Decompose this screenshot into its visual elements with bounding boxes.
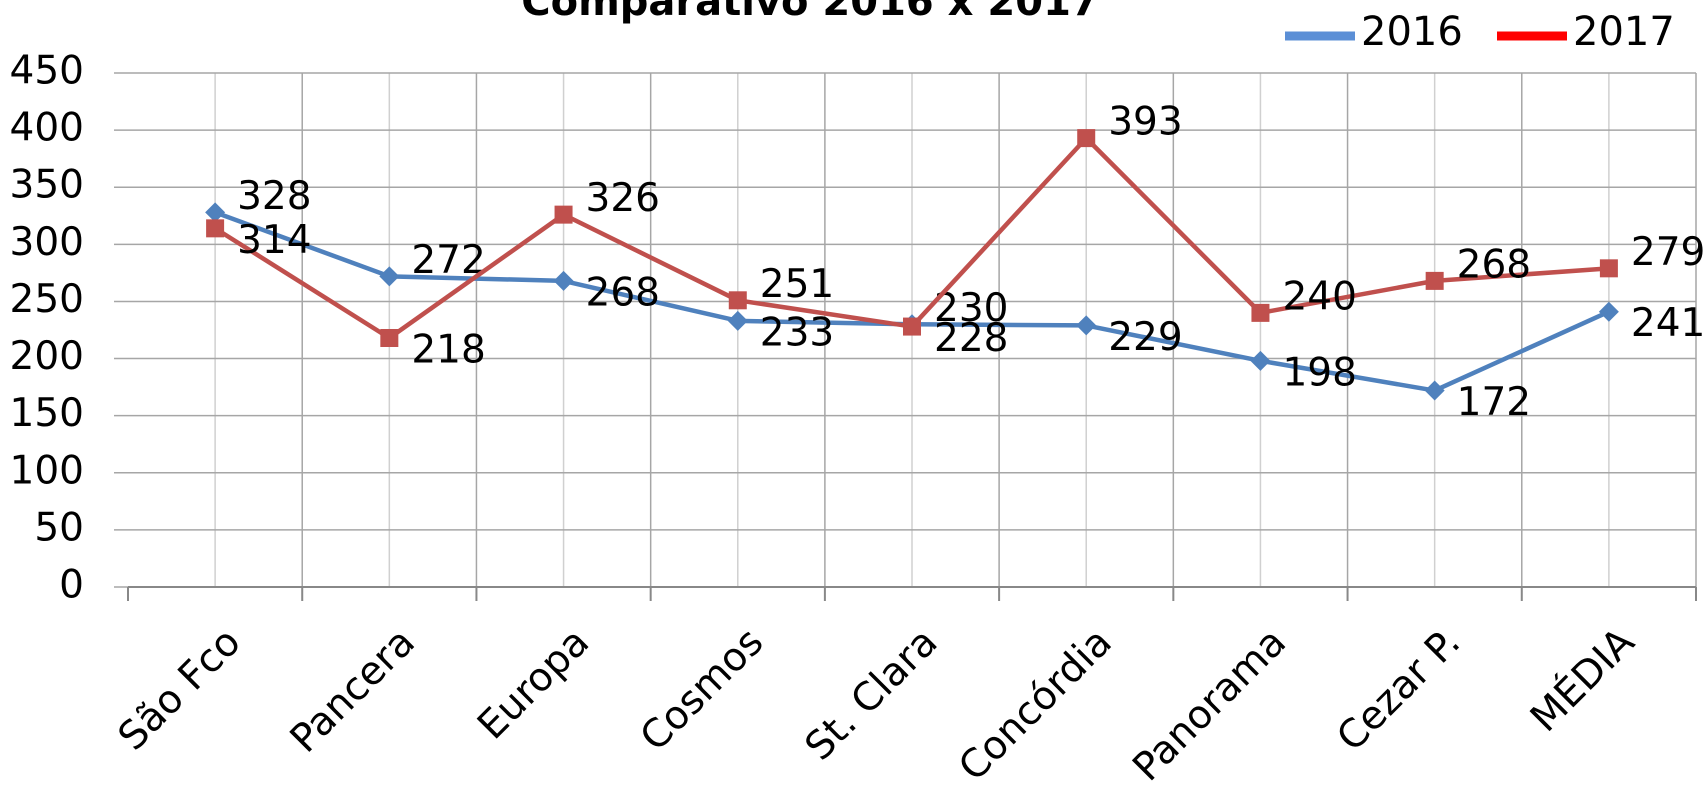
y-tick-label: 150 [10, 391, 84, 436]
data-label: 279 [1631, 230, 1705, 275]
data-label: 228 [934, 316, 1008, 361]
marker [903, 317, 921, 336]
data-label: 198 [1282, 350, 1356, 395]
x-tick-label: São Fco [110, 620, 250, 760]
marker [1251, 303, 1270, 322]
x-tick-label: Concórdia [950, 620, 1120, 789]
marker [554, 205, 573, 224]
marker [1425, 271, 1444, 290]
marker [1077, 129, 1096, 148]
chart-title: Comparativo 2016 x 2017 [521, 0, 1098, 25]
marker [206, 219, 225, 238]
marker [553, 270, 574, 291]
y-tick-label: 350 [10, 163, 84, 208]
data-label: 268 [586, 270, 660, 315]
marker [380, 328, 399, 347]
data-label: 240 [1282, 274, 1356, 319]
legend-label: 2017 [1573, 9, 1675, 55]
y-tick-label: 200 [10, 334, 84, 379]
y-tick-label: 400 [10, 106, 84, 151]
data-label: 326 [586, 176, 660, 221]
marker [1076, 315, 1097, 336]
marker [1250, 350, 1271, 371]
data-label: 393 [1108, 100, 1182, 145]
marker [727, 310, 748, 331]
data-label: 172 [1457, 380, 1531, 425]
data-label: 230 [934, 286, 1008, 331]
marker [1599, 259, 1618, 278]
y-tick-label: 250 [10, 277, 84, 322]
marker [1598, 301, 1619, 322]
data-label: 218 [411, 327, 485, 372]
legend-label: 2016 [1361, 9, 1463, 55]
data-label: 229 [1108, 315, 1182, 360]
x-tick-label: MÉDIA [1521, 618, 1644, 741]
x-tick-label: Europa [469, 620, 598, 749]
marker [205, 202, 226, 223]
marker [728, 291, 747, 310]
y-tick-label: 100 [10, 448, 84, 493]
x-tick-label: Pancera [282, 620, 424, 762]
data-label: 251 [760, 262, 834, 307]
x-tick-label: Panorama [1124, 620, 1294, 789]
data-label: 328 [237, 174, 311, 219]
marker [379, 266, 400, 287]
y-tick-label: 300 [10, 220, 84, 265]
x-tick-label: Cezar P. [1329, 620, 1470, 761]
y-tick-label: 0 [59, 563, 84, 608]
y-tick-label: 450 [10, 49, 84, 94]
x-tick-label: St. Clara [797, 620, 947, 770]
data-label: 268 [1457, 242, 1531, 287]
x-tick-label: Cosmos [632, 620, 772, 760]
marker [1424, 380, 1445, 401]
data-label: 272 [411, 238, 485, 283]
data-label: 241 [1631, 301, 1705, 346]
data-label: 314 [237, 218, 311, 263]
y-tick-label: 50 [34, 505, 84, 550]
data-label: 233 [760, 310, 834, 355]
